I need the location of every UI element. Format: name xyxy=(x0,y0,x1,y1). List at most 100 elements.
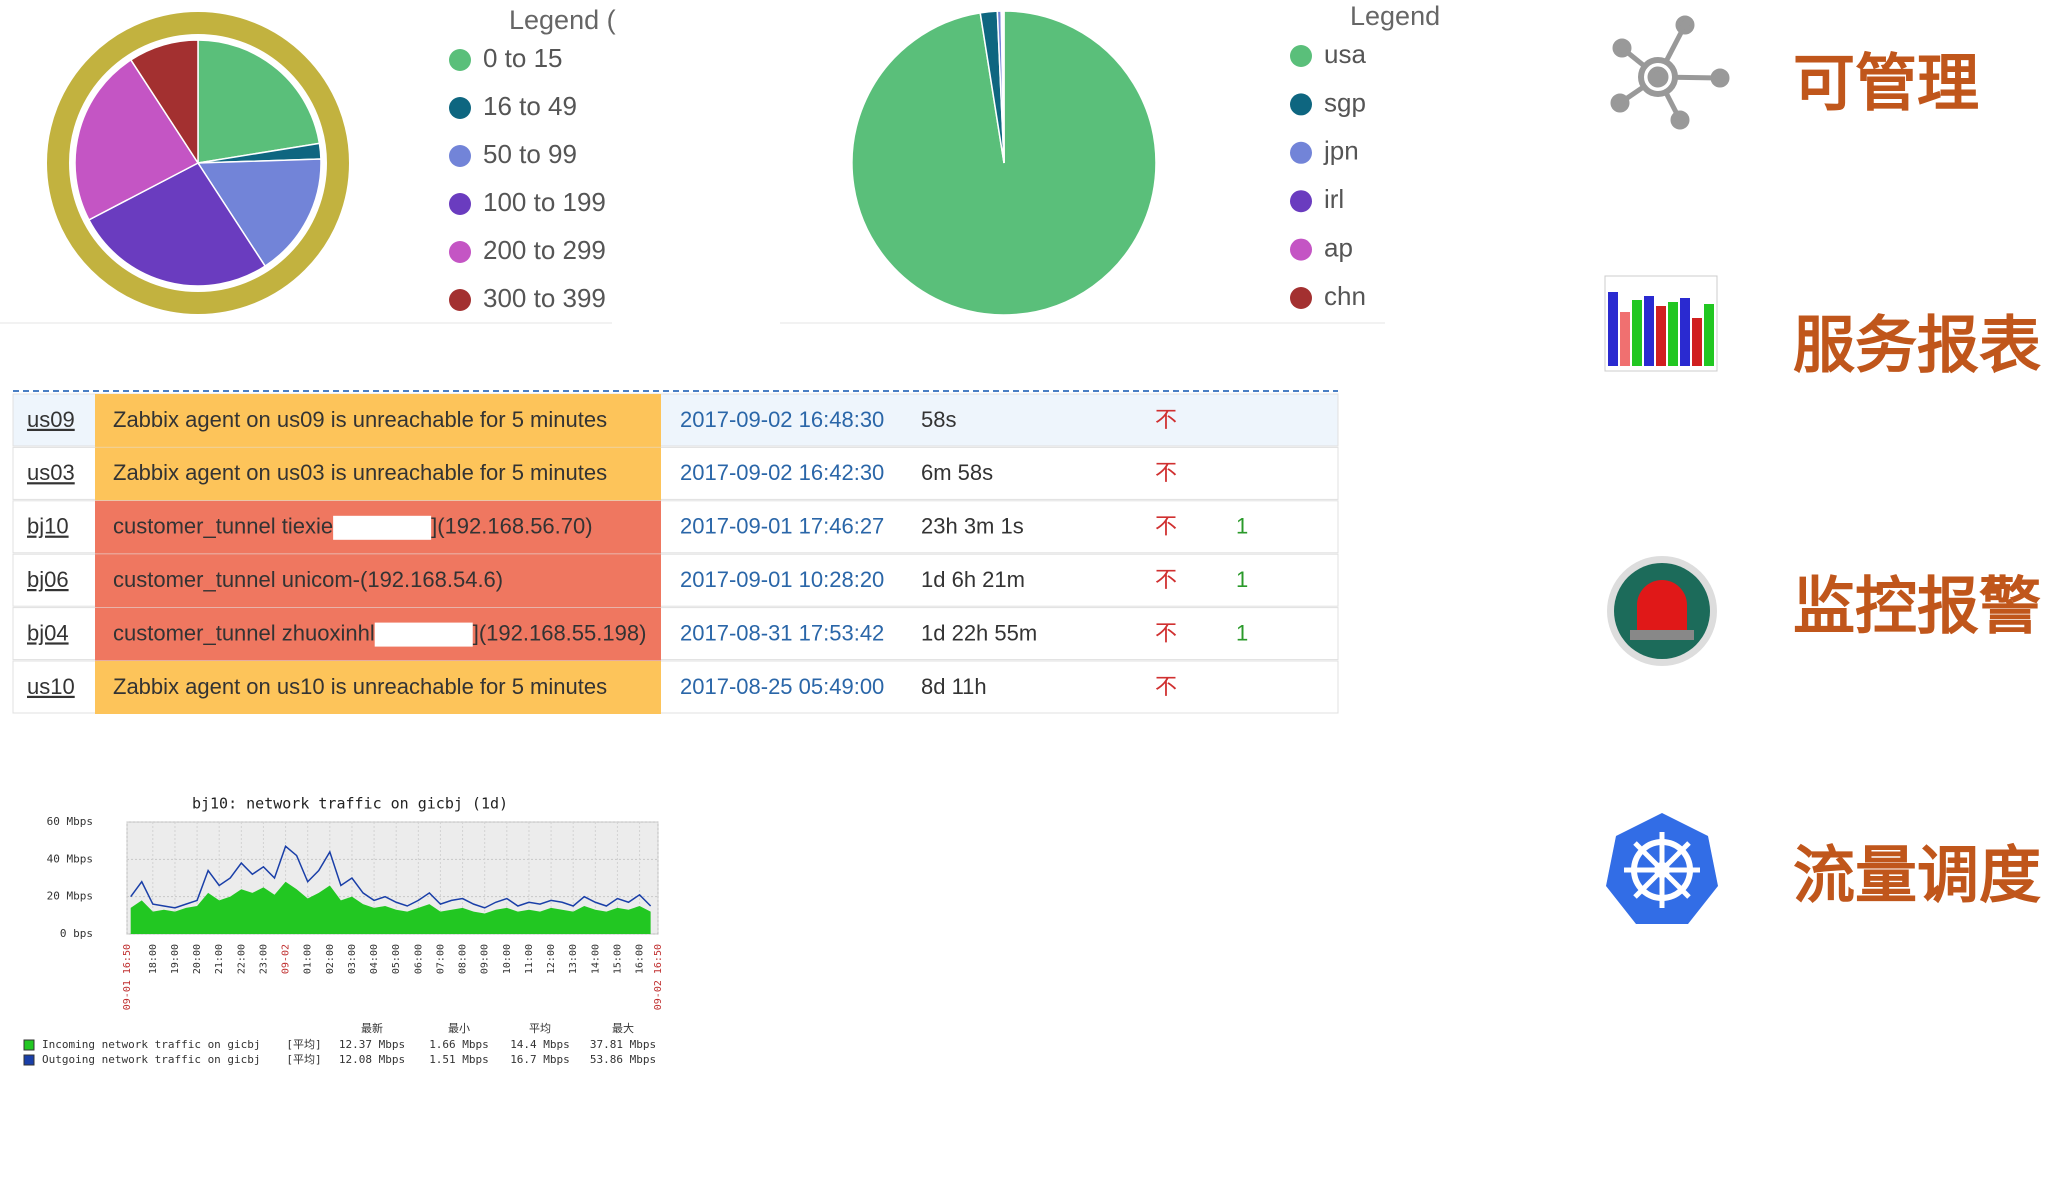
legend-label: 300 to 399 xyxy=(483,283,606,313)
stat-value: [平均] xyxy=(286,1038,321,1051)
ack: 不 xyxy=(1155,674,1177,699)
pie-slice xyxy=(74,58,200,221)
chart-title: bj10: network traffic on gicbj (1d) xyxy=(192,795,508,813)
host: us03 xyxy=(27,460,75,485)
x-tick-label: 21:00 xyxy=(214,944,225,974)
duration: 1d 6h 21m xyxy=(921,567,1025,592)
legend-label: Outgoing network traffic on gicbj xyxy=(42,1053,261,1066)
time: 2017-08-31 17:53:42 xyxy=(680,620,884,645)
x-tick-label: 09-01 16:50 xyxy=(122,944,133,1010)
host: us09 xyxy=(27,407,75,432)
x-tick-label: 03:00 xyxy=(347,944,358,974)
time: 2017-09-01 17:46:27 xyxy=(680,514,884,539)
problem: Zabbix agent on us09 is unreachable for … xyxy=(113,407,607,432)
x-tick-label: 07:00 xyxy=(435,944,446,974)
x-tick-label: 22:00 xyxy=(236,944,247,974)
line xyxy=(130,844,652,909)
x-tick-label: 23:00 xyxy=(258,944,269,974)
redaction xyxy=(374,622,473,647)
legend-label: 50 to 99 xyxy=(483,139,577,169)
legend-swatch xyxy=(1290,45,1312,67)
y-tick-label: 60 Mbps xyxy=(47,815,93,828)
problem-cell xyxy=(95,554,661,608)
stat-header: 最小 xyxy=(448,1022,470,1035)
feature-label: 流量调度 xyxy=(1793,841,2041,910)
stat-value: 12.08 Mbps xyxy=(339,1053,405,1066)
duration: 6m 58s xyxy=(921,460,993,485)
stat-value: 37.81 Mbps xyxy=(590,1038,656,1051)
legend-swatch xyxy=(449,49,471,71)
stat-value: 1.66 Mbps xyxy=(429,1038,489,1051)
legend-label: 200 to 299 xyxy=(483,235,606,265)
problem-cell xyxy=(95,394,661,447)
legend-swatch xyxy=(1290,93,1312,116)
stat-value: 1.51 Mbps xyxy=(429,1053,489,1066)
pie-slice xyxy=(1002,10,1005,164)
legend-label: 100 to 199 xyxy=(483,187,606,217)
legend-swatch xyxy=(449,193,471,215)
legend-swatch xyxy=(449,241,471,263)
count: 1 xyxy=(1236,514,1248,539)
problem-cell xyxy=(95,661,661,714)
problem: ](192.168.55.198) xyxy=(473,620,647,645)
host: us10 xyxy=(27,674,75,699)
legend-swatch xyxy=(23,1054,35,1066)
problem: Zabbix agent on us03 is unreachable for … xyxy=(113,460,607,485)
problem: customer_tunnel zhuoxinhl xyxy=(113,620,375,645)
pie-slice xyxy=(196,158,322,268)
x-tick-label: 08:00 xyxy=(458,944,469,974)
ack: 不 xyxy=(1155,407,1177,432)
stat-value: [平均] xyxy=(286,1053,321,1066)
legend-label: 0 to 15 xyxy=(483,43,563,73)
pie-slice xyxy=(197,39,321,164)
pie-slice xyxy=(87,162,267,287)
x-tick-label: 13:00 xyxy=(568,944,579,974)
legend-swatch xyxy=(1290,190,1312,213)
x-tick-label: 09:00 xyxy=(480,944,491,974)
stat-header: 平均 xyxy=(529,1022,551,1035)
legend-label: jpn xyxy=(1323,136,1359,166)
x-tick-label: 14:00 xyxy=(590,944,601,974)
duration: 23h 3m 1s xyxy=(921,514,1024,539)
icon-helm xyxy=(1606,813,1718,924)
legend-swatch xyxy=(1290,141,1312,164)
legend-swatch xyxy=(449,289,471,311)
legend-swatch xyxy=(449,97,471,119)
ack: 不 xyxy=(1155,620,1177,645)
x-tick-label: 02:00 xyxy=(325,944,336,974)
time: 2017-09-02 16:42:30 xyxy=(680,460,884,485)
duration: 8d 11h xyxy=(921,674,987,699)
stat-value: 12.37 Mbps xyxy=(339,1038,405,1051)
legend-label: sgp xyxy=(1324,87,1366,117)
x-tick-label: 12:00 xyxy=(546,944,557,974)
icon-alarm xyxy=(1607,556,1717,666)
time: 2017-08-25 05:49:00 xyxy=(680,674,884,699)
problem: ](192.168.56.70) xyxy=(431,514,592,539)
legend-title: Legend xyxy=(1350,1,1440,31)
legend-swatch xyxy=(23,1039,35,1051)
legend-title: Legend ( xyxy=(509,5,616,35)
x-tick-label: 04:00 xyxy=(369,944,380,974)
host: bj10 xyxy=(27,514,69,539)
pie-slice xyxy=(129,39,199,166)
duration: 58s xyxy=(921,407,956,432)
legend-label: ap xyxy=(1324,232,1353,262)
x-tick-label: 16:00 xyxy=(635,944,646,974)
stat-value: 53.86 Mbps xyxy=(590,1053,656,1066)
legend-swatch xyxy=(1290,238,1312,261)
problem: Zabbix agent on us10 is unreachable for … xyxy=(113,674,607,699)
count: 1 xyxy=(1236,567,1248,592)
icon-network xyxy=(1610,15,1730,130)
x-tick-label: 06:00 xyxy=(413,944,424,974)
stat-value: 14.4 Mbps xyxy=(510,1038,570,1051)
count: 1 xyxy=(1236,620,1248,645)
ack: 不 xyxy=(1155,567,1177,592)
icon-report xyxy=(1604,275,1718,372)
legend-label: irl xyxy=(1324,184,1344,214)
y-tick-label: 20 Mbps xyxy=(47,890,93,903)
feature-label: 可管理 xyxy=(1793,49,1979,118)
ack: 不 xyxy=(1155,460,1177,485)
x-tick-label: 01:00 xyxy=(303,944,314,974)
problem: customer_tunnel unicom-(192.168.54.6) xyxy=(113,567,503,592)
